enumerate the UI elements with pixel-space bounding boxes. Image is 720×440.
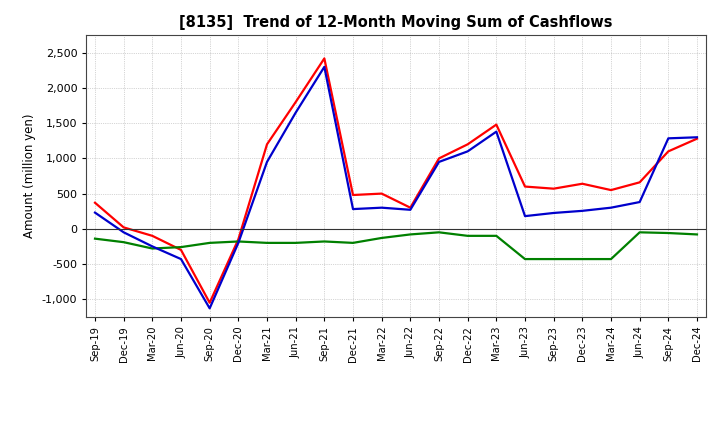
Free Cashflow — [320, 64, 328, 70]
Free Cashflow — [464, 149, 472, 154]
Investing Cashflow — [578, 257, 587, 262]
Operating Cashflow — [120, 225, 128, 230]
Investing Cashflow — [320, 239, 328, 244]
Free Cashflow — [292, 110, 300, 115]
Operating Cashflow — [607, 187, 616, 193]
Investing Cashflow — [607, 257, 616, 262]
Free Cashflow — [234, 240, 243, 246]
Investing Cashflow — [176, 245, 185, 250]
Investing Cashflow — [120, 239, 128, 245]
Operating Cashflow — [693, 136, 701, 141]
Operating Cashflow — [635, 180, 644, 185]
Free Cashflow — [176, 257, 185, 262]
Free Cashflow — [693, 135, 701, 140]
Free Cashflow — [148, 244, 157, 249]
Investing Cashflow — [464, 233, 472, 238]
Investing Cashflow — [377, 235, 386, 241]
Free Cashflow — [521, 213, 529, 219]
Free Cashflow — [205, 306, 214, 311]
Operating Cashflow — [549, 186, 558, 191]
Operating Cashflow — [348, 192, 357, 198]
Operating Cashflow — [377, 191, 386, 196]
Y-axis label: Amount (million yen): Amount (million yen) — [23, 114, 36, 238]
Free Cashflow — [406, 207, 415, 213]
Operating Cashflow — [521, 184, 529, 189]
Operating Cashflow — [578, 181, 587, 187]
Investing Cashflow — [492, 233, 500, 238]
Operating Cashflow — [406, 205, 415, 210]
Operating Cashflow — [292, 99, 300, 105]
Operating Cashflow — [263, 142, 271, 147]
Investing Cashflow — [348, 240, 357, 246]
Operating Cashflow — [320, 56, 328, 61]
Investing Cashflow — [693, 232, 701, 237]
Line: Operating Cashflow: Operating Cashflow — [95, 59, 697, 303]
Investing Cashflow — [521, 257, 529, 262]
Free Cashflow — [635, 199, 644, 205]
Operating Cashflow — [205, 300, 214, 305]
Free Cashflow — [377, 205, 386, 210]
Operating Cashflow — [664, 149, 672, 154]
Investing Cashflow — [205, 240, 214, 246]
Operating Cashflow — [234, 237, 243, 242]
Title: [8135]  Trend of 12-Month Moving Sum of Cashflows: [8135] Trend of 12-Month Moving Sum of C… — [179, 15, 613, 30]
Investing Cashflow — [664, 231, 672, 236]
Free Cashflow — [435, 159, 444, 165]
Investing Cashflow — [549, 257, 558, 262]
Free Cashflow — [664, 136, 672, 141]
Investing Cashflow — [292, 240, 300, 246]
Operating Cashflow — [464, 142, 472, 147]
Operating Cashflow — [91, 200, 99, 205]
Investing Cashflow — [263, 240, 271, 246]
Operating Cashflow — [492, 122, 500, 127]
Line: Free Cashflow: Free Cashflow — [95, 67, 697, 308]
Investing Cashflow — [406, 232, 415, 237]
Investing Cashflow — [91, 236, 99, 241]
Investing Cashflow — [234, 239, 243, 244]
Line: Investing Cashflow: Investing Cashflow — [95, 232, 697, 259]
Free Cashflow — [492, 129, 500, 134]
Free Cashflow — [578, 208, 587, 213]
Free Cashflow — [91, 210, 99, 215]
Investing Cashflow — [435, 230, 444, 235]
Operating Cashflow — [148, 233, 157, 238]
Investing Cashflow — [148, 246, 157, 251]
Investing Cashflow — [635, 230, 644, 235]
Free Cashflow — [348, 206, 357, 212]
Free Cashflow — [263, 159, 271, 165]
Operating Cashflow — [176, 247, 185, 253]
Free Cashflow — [607, 205, 616, 210]
Operating Cashflow — [435, 156, 444, 161]
Free Cashflow — [549, 210, 558, 216]
Free Cashflow — [120, 230, 128, 235]
